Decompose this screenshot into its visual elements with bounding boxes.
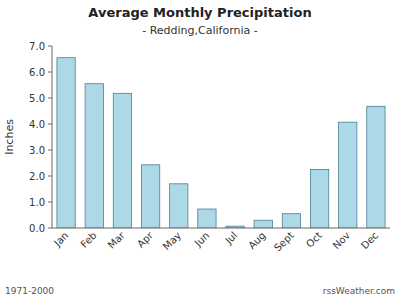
- x-tick-label: Dec: [359, 230, 380, 251]
- y-tick-label: 0.0: [29, 223, 45, 234]
- bar: [367, 106, 385, 228]
- bar: [282, 214, 300, 228]
- bar: [170, 184, 188, 228]
- bars: [57, 58, 385, 228]
- x-tick-label: Jul: [222, 230, 239, 247]
- x-tick-label: Jun: [192, 230, 212, 250]
- bar: [310, 170, 328, 229]
- x-tick-label: May: [161, 230, 183, 252]
- subtitle: - Redding,California -: [142, 24, 258, 37]
- x-tick-label: Apr: [135, 229, 156, 250]
- chart-container: Average Monthly Precipitation - Redding,C…: [0, 0, 400, 300]
- x-tick-label: Aug: [246, 230, 268, 252]
- bar: [198, 209, 216, 228]
- y-tick: [48, 150, 52, 151]
- y-tick: [48, 176, 52, 177]
- bar: [254, 220, 272, 228]
- bar: [113, 93, 131, 228]
- x-axis-line: [52, 228, 390, 229]
- bar: [141, 165, 159, 228]
- footer-note: 1971-2000: [5, 286, 54, 296]
- y-tick: [48, 124, 52, 125]
- y-tick: [48, 72, 52, 73]
- x-tick-label: Nov: [331, 230, 353, 252]
- x-tick-label: Mar: [106, 229, 128, 251]
- chart: Average Monthly Precipitation - Redding,C…: [0, 0, 400, 300]
- y-tick-label: 7.0: [29, 41, 45, 52]
- y-tick: [48, 228, 52, 229]
- bar: [85, 84, 103, 228]
- y-tick-label: 1.0: [29, 197, 45, 208]
- x-tick-label: Jan: [51, 230, 70, 249]
- bar: [339, 122, 357, 228]
- y-tick: [48, 98, 52, 99]
- x-tick-label: Sept: [272, 230, 296, 254]
- y-tick-label: 2.0: [29, 171, 45, 182]
- x-axis: Jan Feb Mar AprMay Jun Jul AugSept Oct Nov Dec: [51, 229, 380, 254]
- y-axis-line: [52, 46, 53, 228]
- y-tick-label: 3.0: [29, 145, 45, 156]
- y-tick: [48, 46, 52, 47]
- x-tick-label: Oct: [304, 230, 324, 250]
- y-axis: 0.0 1.0 2.0 3.0 4.0 5.0 6.0 7.0: [29, 41, 52, 234]
- y-tick-label: 4.0: [29, 119, 45, 130]
- title: Average Monthly Precipitation: [88, 5, 311, 20]
- footer-note: rssWeather.com: [323, 286, 395, 296]
- y-tick-label: 6.0: [29, 67, 45, 78]
- bar: [57, 58, 75, 228]
- y-tick: [48, 202, 52, 203]
- y-axis-label: Inches: [3, 119, 16, 155]
- x-tick-label: Feb: [78, 230, 98, 250]
- y-tick-label: 5.0: [29, 93, 45, 104]
